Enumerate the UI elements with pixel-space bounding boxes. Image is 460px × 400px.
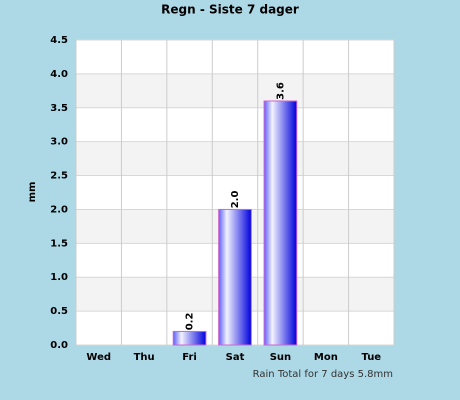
value-label: 3.6 (275, 82, 286, 100)
y-tick-label: 0.5 (50, 306, 68, 317)
y-tick-label: 2.5 (50, 171, 68, 182)
y-axis-label: mm (27, 182, 38, 203)
x-tick-label: Sun (270, 352, 291, 363)
bar (172, 330, 207, 346)
x-tick-label: Mon (314, 352, 338, 363)
y-tick-label: 3.0 (50, 137, 68, 148)
y-tick-label: 1.0 (50, 272, 68, 283)
value-label: 0.2 (185, 313, 196, 331)
x-tick-label: Thu (134, 352, 155, 363)
chart-title: Regn - Siste 7 dager (161, 3, 299, 17)
value-label: 2.0 (230, 191, 241, 209)
y-tick-label: 4.5 (50, 35, 68, 46)
bar (263, 100, 298, 346)
stripe (76, 141, 394, 176)
y-tick-label: 4.0 (50, 69, 68, 80)
y-tick-label: 1.5 (50, 238, 68, 249)
y-tick-label: 0.0 (50, 340, 68, 351)
x-tick-label: Sat (226, 352, 245, 363)
footer-note: Rain Total for 7 days 5.8mm (253, 369, 393, 380)
y-tick-label: 3.5 (50, 103, 68, 114)
x-tick-label: Fri (182, 352, 197, 363)
stripe (76, 73, 394, 108)
bar (218, 208, 252, 346)
x-tick-label: Tue (361, 352, 381, 363)
y-tick-label: 2.0 (50, 204, 68, 215)
x-tick-label: Wed (86, 352, 111, 363)
